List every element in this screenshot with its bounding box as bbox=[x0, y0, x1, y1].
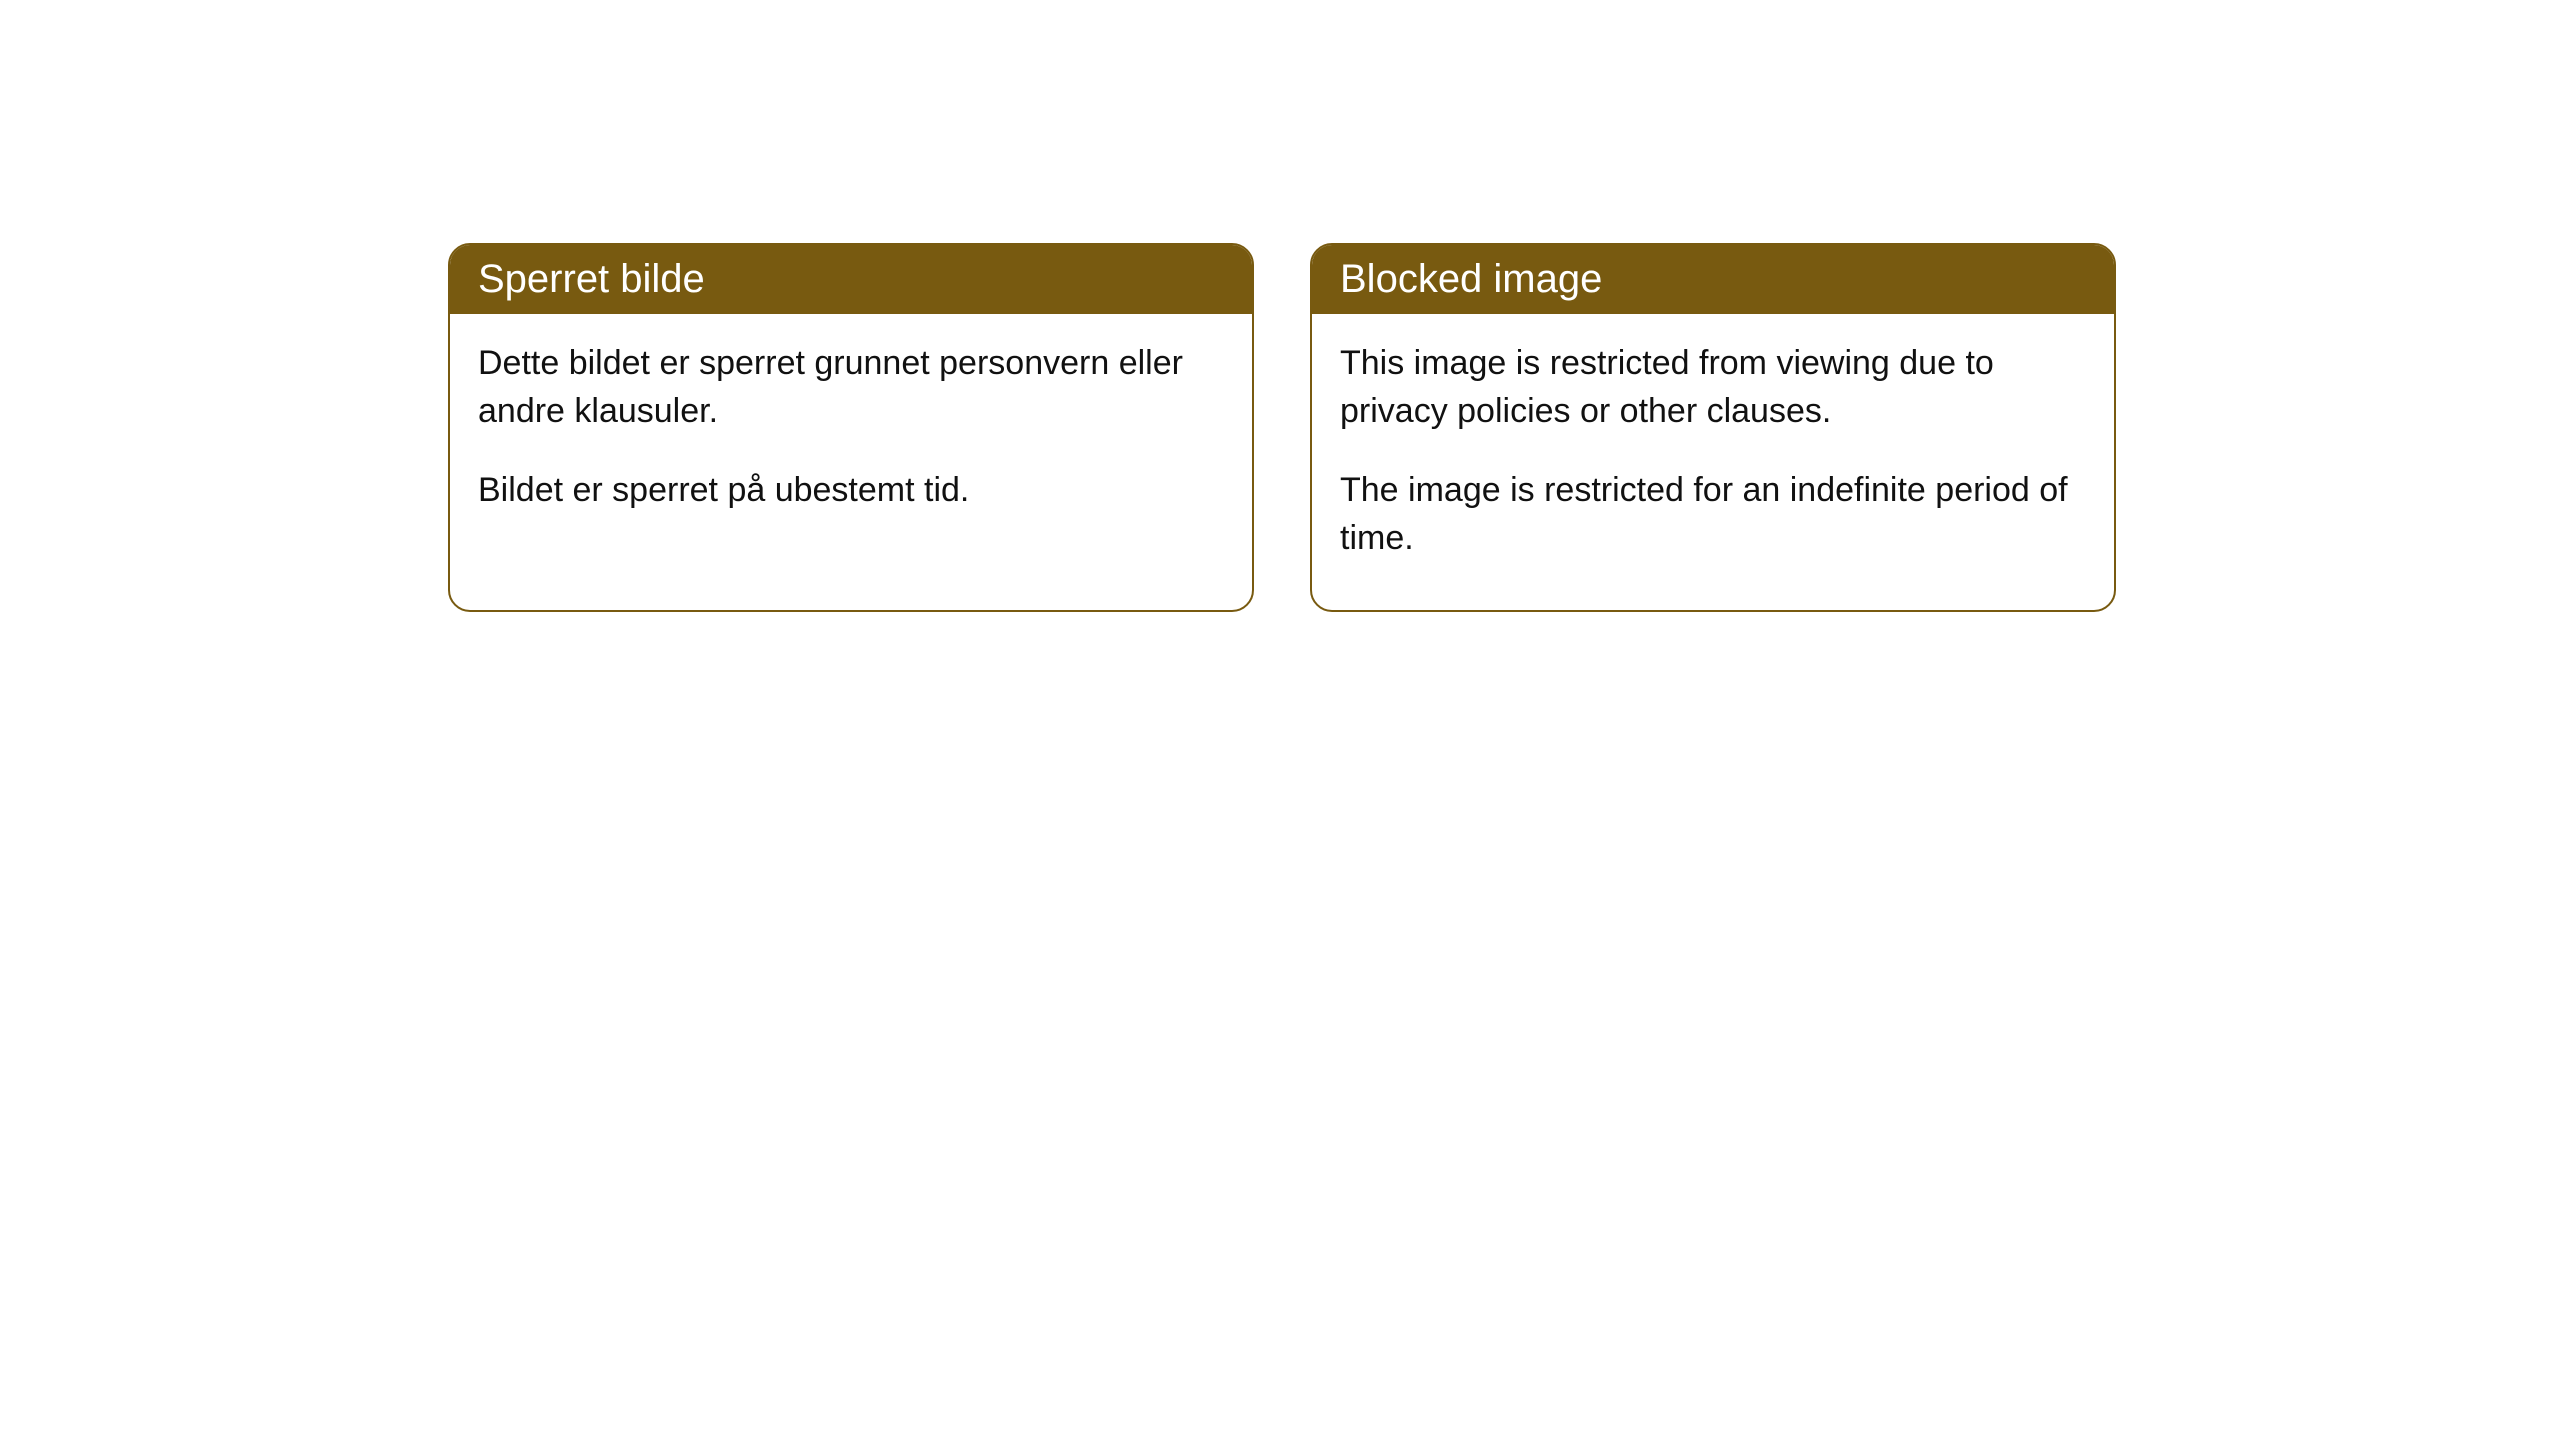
notice-card-english: Blocked image This image is restricted f… bbox=[1310, 243, 2116, 612]
card-paragraph: This image is restricted from viewing du… bbox=[1340, 340, 2086, 435]
card-paragraph: Bildet er sperret på ubestemt tid. bbox=[478, 467, 1224, 515]
card-body: This image is restricted from viewing du… bbox=[1312, 314, 2114, 610]
card-paragraph: The image is restricted for an indefinit… bbox=[1340, 467, 2086, 562]
card-header: Sperret bilde bbox=[450, 245, 1252, 314]
card-body: Dette bildet er sperret grunnet personve… bbox=[450, 314, 1252, 563]
notice-card-norwegian: Sperret bilde Dette bildet er sperret gr… bbox=[448, 243, 1254, 612]
notice-cards-container: Sperret bilde Dette bildet er sperret gr… bbox=[448, 243, 2116, 612]
card-title: Sperret bilde bbox=[478, 257, 705, 301]
card-title: Blocked image bbox=[1340, 257, 1602, 301]
card-header: Blocked image bbox=[1312, 245, 2114, 314]
card-paragraph: Dette bildet er sperret grunnet personve… bbox=[478, 340, 1224, 435]
